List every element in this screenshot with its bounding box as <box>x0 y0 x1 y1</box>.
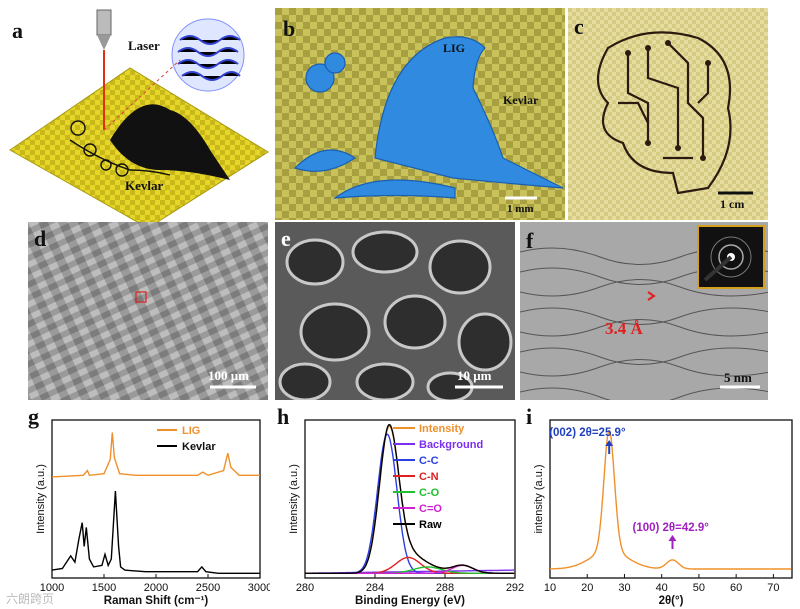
bird-drawing <box>110 104 230 180</box>
lattice-marker <box>647 291 656 301</box>
annotation-label: (100) 2θ=42.9° <box>632 522 709 534</box>
xrd-chart: i 10 20 30 40 50 60 70 2θ(°) intensity (a.u.) (00… <box>526 404 793 607</box>
panel-c-photo: c 1 cm <box>568 8 768 220</box>
panel-d-sem: d 100 μm <box>28 222 268 400</box>
y-axis-label: intensity (a.u.) <box>533 464 545 533</box>
series-lig <box>51 432 260 478</box>
plot-frame <box>549 419 793 579</box>
panel-c: c 1 cm <box>568 8 768 220</box>
annotation-arrowhead <box>605 440 614 446</box>
panel-f-label: f <box>526 228 534 253</box>
panel-b-label: b <box>283 16 295 41</box>
kevlar-label-a: Kevlar <box>125 178 163 193</box>
panel-e-label: e <box>281 226 291 251</box>
zoom-line <box>103 59 181 131</box>
laser-label: Laser <box>128 38 160 53</box>
series-kevlar <box>51 491 260 575</box>
lig-bird-pattern <box>293 36 564 199</box>
kevlar-label-b: Kevlar <box>503 93 539 107</box>
panel-d-label: d <box>34 226 46 251</box>
plot-frame <box>304 419 516 579</box>
scale-label-b: 1 mm <box>507 203 534 215</box>
panel-a-label: a <box>12 18 23 43</box>
x-axis-label: Raman Shift (cm⁻¹) <box>104 595 209 607</box>
x-axis-label: Binding Energy (eV) <box>355 595 465 607</box>
lattice-spacing-label: 3.4 Å <box>605 319 644 338</box>
x-tick-label: 40 <box>656 582 668 594</box>
x-tick-label: 50 <box>693 582 705 594</box>
annotation-label: (002) 2θ=25.9° <box>549 427 626 439</box>
x-tick-label: 288 <box>436 582 454 594</box>
panel-i: i 10 20 30 40 50 60 70 2θ(°) intensity (a.u.) (00… <box>520 402 800 609</box>
y-axis-label: Intensity (a.u.) <box>288 464 300 534</box>
legend-label: LIG <box>182 425 200 437</box>
x-tick-label: 1000 <box>40 582 64 594</box>
panel-a-illustration: a Laser Kevlar <box>9 9 269 225</box>
series-c-c <box>305 433 515 575</box>
raman-chart: g 1000 1500 2000 2500 3000 Raman Shift (cm⁻¹)… <box>28 404 270 607</box>
legend-label: C-O <box>419 487 440 499</box>
panel-a: a Laser Kevlar <box>0 0 270 225</box>
panel-h-label: h <box>277 404 289 429</box>
lig-label: LIG <box>443 41 465 55</box>
annotation-arrowhead <box>668 535 677 541</box>
legend-label: C=O <box>419 503 442 515</box>
x-tick-label: 280 <box>296 582 314 594</box>
laser-nozzle <box>97 35 111 50</box>
x-tick-label: 20 <box>581 582 593 594</box>
x-tick-label: 1500 <box>92 582 116 594</box>
panel-e: e 10 μm <box>275 222 515 400</box>
series-raw <box>305 423 515 575</box>
panel-e-sem: e 10 μm <box>275 222 515 400</box>
panel-i-label: i <box>526 404 532 429</box>
legend-label: C-C <box>419 455 439 467</box>
legend-label: Intensity <box>419 423 465 435</box>
panel-g-label: g <box>28 404 39 429</box>
x-axis-label: 2θ(°) <box>659 595 684 607</box>
x-tick-label: 284 <box>366 582 384 594</box>
x-tick-label: 3000 <box>248 582 270 594</box>
panel-b-photo: b LIG Kevlar 1 mm <box>275 8 565 220</box>
legend-label: Background <box>419 439 483 451</box>
panel-f-tem: 3.4 Å f 5 nm <box>520 222 768 400</box>
panel-f: 3.4 Å f 5 nm <box>520 222 768 400</box>
x-tick-label: 70 <box>767 582 779 594</box>
laser-head <box>96 9 112 36</box>
panel-c-label: c <box>574 14 584 39</box>
scale-label-c: 1 cm <box>720 197 744 211</box>
x-tick-label: 292 <box>506 582 524 594</box>
panel-g: g 1000 1500 2000 2500 3000 Raman Shift (cm⁻¹)… <box>0 402 270 609</box>
zoom-box-d <box>135 291 147 303</box>
circuit-head-pattern <box>597 31 732 195</box>
legend-label: Kevlar <box>182 441 216 453</box>
x-tick-label: 60 <box>730 582 742 594</box>
y-axis-label: Intensity (a.u.) <box>35 464 47 534</box>
panel-d: d 100 μm <box>28 222 268 400</box>
x-tick-label: 2500 <box>196 582 220 594</box>
legend-label: C-N <box>419 471 439 483</box>
panel-h: h 280 284 288 292 Binding Energy (eV) Intensi… <box>275 402 525 609</box>
scale-label-e: 10 μm <box>457 368 492 383</box>
series-lig <box>549 430 792 570</box>
panel-b: b LIG Kevlar 1 mm <box>275 8 565 220</box>
watermark: 六朗跨页 <box>6 592 55 606</box>
x-tick-label: 2000 <box>144 582 168 594</box>
scale-label-d: 100 μm <box>208 368 249 383</box>
scale-label-f: 5 nm <box>724 370 752 385</box>
x-tick-label: 10 <box>544 582 556 594</box>
legend-label: Raw <box>419 519 442 531</box>
plot-frame <box>51 419 261 579</box>
x-tick-label: 30 <box>618 582 630 594</box>
xps-chart: h 280 284 288 292 Binding Energy (eV) Intensi… <box>277 404 524 607</box>
